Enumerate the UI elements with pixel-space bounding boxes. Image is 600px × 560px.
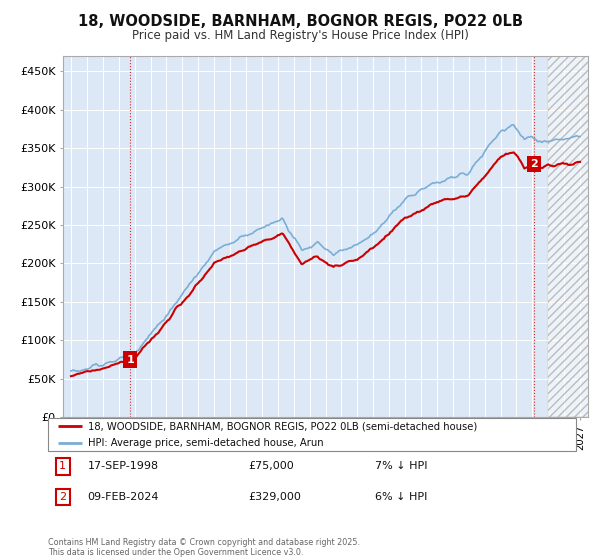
Text: 2: 2 (530, 160, 538, 169)
Text: 18, WOODSIDE, BARNHAM, BOGNOR REGIS, PO22 0LB: 18, WOODSIDE, BARNHAM, BOGNOR REGIS, PO2… (77, 14, 523, 29)
Text: Contains HM Land Registry data © Crown copyright and database right 2025.
This d: Contains HM Land Registry data © Crown c… (48, 538, 360, 557)
Text: 2: 2 (59, 492, 67, 502)
FancyBboxPatch shape (48, 418, 576, 451)
Text: 1: 1 (126, 354, 134, 365)
Text: 7% ↓ HPI: 7% ↓ HPI (376, 461, 428, 472)
Text: Price paid vs. HM Land Registry's House Price Index (HPI): Price paid vs. HM Land Registry's House … (131, 29, 469, 42)
Text: 09-FEB-2024: 09-FEB-2024 (88, 492, 159, 502)
Text: £75,000: £75,000 (248, 461, 295, 472)
Text: 18, WOODSIDE, BARNHAM, BOGNOR REGIS, PO22 0LB (semi-detached house): 18, WOODSIDE, BARNHAM, BOGNOR REGIS, PO2… (88, 422, 477, 431)
Text: 6% ↓ HPI: 6% ↓ HPI (376, 492, 428, 502)
Text: £329,000: £329,000 (248, 492, 302, 502)
Text: 1: 1 (59, 461, 66, 472)
Text: HPI: Average price, semi-detached house, Arun: HPI: Average price, semi-detached house,… (88, 438, 323, 447)
Text: 17-SEP-1998: 17-SEP-1998 (88, 461, 159, 472)
